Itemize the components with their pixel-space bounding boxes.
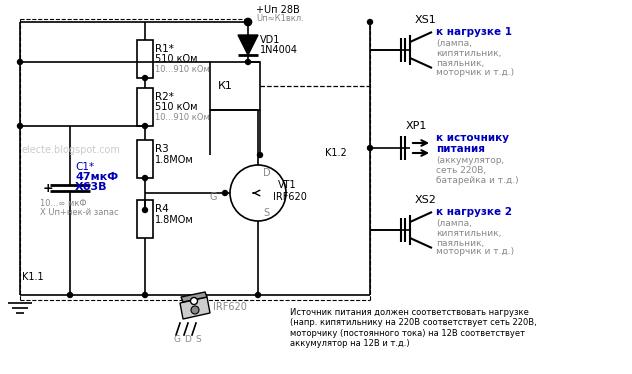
- Text: electe.blogspot.com: electe.blogspot.com: [22, 145, 121, 155]
- Circle shape: [367, 19, 372, 25]
- Text: паяльник,: паяльник,: [436, 239, 484, 248]
- Text: +: +: [43, 181, 54, 194]
- Circle shape: [245, 18, 252, 25]
- Circle shape: [367, 145, 372, 150]
- Circle shape: [18, 59, 23, 64]
- Circle shape: [142, 175, 147, 181]
- Text: моторчик и т.д.): моторчик и т.д.): [436, 248, 514, 257]
- Text: кипятильник,: кипятильник,: [436, 49, 501, 58]
- Circle shape: [142, 123, 147, 129]
- Text: IRF620: IRF620: [213, 302, 247, 312]
- Bar: [137, 200, 153, 238]
- Text: кипятильник,: кипятильник,: [436, 229, 501, 237]
- Text: R1*: R1*: [155, 44, 174, 54]
- Polygon shape: [180, 297, 210, 319]
- Circle shape: [68, 292, 73, 297]
- Text: Uп≈К1вкл.: Uп≈К1вкл.: [256, 13, 304, 22]
- Text: K1.2: K1.2: [325, 148, 347, 158]
- Text: Х63В: Х63В: [75, 182, 107, 192]
- Circle shape: [245, 19, 250, 25]
- Text: 1N4004: 1N4004: [260, 45, 298, 55]
- Circle shape: [222, 190, 228, 196]
- Text: 510 кОм: 510 кОм: [155, 102, 197, 112]
- Text: Источник питания должен соответствовать нагрузке
(напр. кипятильнику на 220В соо: Источник питания должен соответствовать …: [290, 308, 537, 348]
- Polygon shape: [238, 35, 258, 55]
- Text: R3: R3: [155, 144, 169, 154]
- Text: G: G: [173, 334, 180, 343]
- Circle shape: [142, 208, 147, 212]
- Text: Х Uп+нек-й запас: Х Uп+нек-й запас: [40, 208, 119, 217]
- Text: G: G: [210, 192, 217, 202]
- Text: IRF620: IRF620: [273, 192, 307, 202]
- Bar: [137, 140, 153, 178]
- Text: питания: питания: [436, 144, 485, 154]
- Text: 47мкФ: 47мкФ: [75, 172, 118, 182]
- Text: VT1: VT1: [278, 180, 296, 190]
- Text: батарейка и т.д.): батарейка и т.д.): [436, 175, 519, 184]
- Text: S: S: [263, 208, 269, 218]
- Text: D: D: [184, 334, 191, 343]
- Text: 1.8МОм: 1.8МОм: [155, 215, 194, 225]
- Circle shape: [142, 76, 147, 80]
- Circle shape: [257, 153, 262, 157]
- Circle shape: [191, 306, 199, 314]
- Bar: [137, 40, 153, 78]
- Text: ХР1: ХР1: [406, 121, 427, 131]
- Text: 10...910 кОм: 10...910 кОм: [155, 113, 210, 122]
- Circle shape: [245, 59, 250, 64]
- Bar: [137, 88, 153, 126]
- Text: к нагрузке 2: к нагрузке 2: [436, 207, 512, 217]
- Text: К1: К1: [218, 81, 233, 91]
- Circle shape: [190, 297, 197, 304]
- Text: C1*: C1*: [75, 162, 94, 172]
- Text: сеть 220В,: сеть 220В,: [436, 166, 486, 175]
- Text: (аккумулятор,: (аккумулятор,: [436, 156, 504, 165]
- Text: R2*: R2*: [155, 92, 174, 102]
- Circle shape: [230, 165, 286, 221]
- Text: (лампа,: (лампа,: [436, 218, 472, 227]
- Text: 1.8МОм: 1.8МОм: [155, 155, 194, 165]
- Text: к нагрузке 1: к нагрузке 1: [436, 27, 512, 37]
- Text: VD1: VD1: [260, 35, 281, 45]
- Text: R4: R4: [155, 204, 169, 214]
- Bar: [210, 62, 260, 110]
- Text: 10...∞ мкФ: 10...∞ мкФ: [40, 199, 87, 208]
- Text: 510 кОм: 510 кОм: [155, 54, 197, 64]
- Circle shape: [255, 292, 260, 297]
- Text: D: D: [263, 168, 270, 178]
- Text: S: S: [195, 334, 201, 343]
- Text: моторчик и т.д.): моторчик и т.д.): [436, 67, 514, 77]
- Text: 10...910 кОм: 10...910 кОм: [155, 64, 210, 74]
- Text: паяльник,: паяльник,: [436, 58, 484, 67]
- Text: +Uп 28В: +Uп 28В: [256, 5, 300, 15]
- Circle shape: [142, 292, 147, 297]
- Polygon shape: [181, 292, 207, 302]
- Text: XS2: XS2: [415, 195, 437, 205]
- Text: K1.1: K1.1: [22, 272, 44, 282]
- Text: (лампа,: (лампа,: [436, 39, 472, 47]
- Text: к источнику: к источнику: [436, 133, 509, 143]
- Circle shape: [18, 123, 23, 129]
- Text: XS1: XS1: [415, 15, 437, 25]
